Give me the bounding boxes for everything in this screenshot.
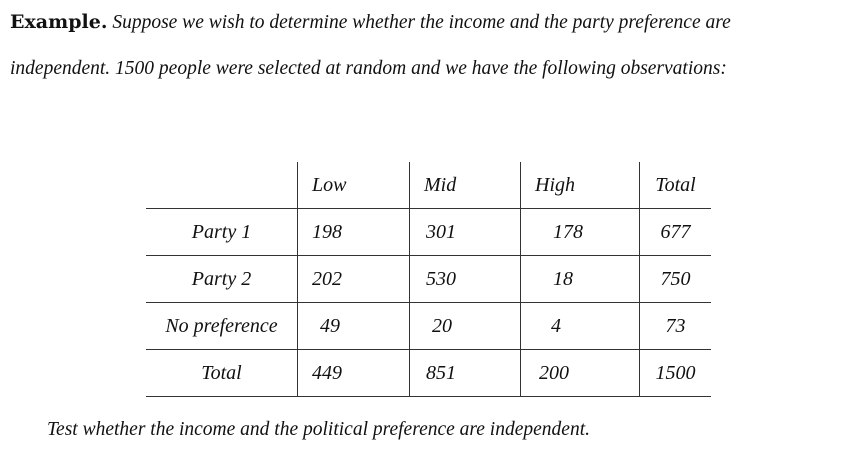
example-line-1: Example. Suppose we wish to determine wh… [10,10,731,35]
table-row: Total 449 851 200 1500 [146,349,711,397]
table-cell: 200 [520,349,640,397]
table-cell: 178 [520,208,640,256]
table-cell: 530 [409,255,521,303]
table-cell: 4 [520,302,640,350]
contingency-table: Low Mid High Total Party 1 198 301 178 6… [146,162,711,397]
row-label: No preference [146,302,298,350]
table-cell: 20 [409,302,521,350]
column-header-mid: Mid [409,162,521,209]
table-row: No preference 49 20 4 73 [146,302,711,350]
table-header-row: Low Mid High Total [146,162,711,209]
table-corner-cell [146,162,298,209]
row-label: Total [146,349,298,397]
row-label: Party 1 [146,208,298,256]
column-header-total: Total [639,162,711,209]
table-row: Party 1 198 301 178 677 [146,208,711,256]
table-cell: 202 [297,255,410,303]
table-row: Party 2 202 530 18 750 [146,255,711,303]
example-label: Example. [10,11,108,33]
row-label: Party 2 [146,255,298,303]
table-cell: 677 [639,208,711,256]
table-bottom-rule [146,396,711,397]
column-header-low: Low [297,162,410,209]
table-cell: 1500 [639,349,711,397]
table-cell: 198 [297,208,410,256]
table-cell: 73 [639,302,711,350]
table-cell: 750 [639,255,711,303]
table-cell: 49 [297,302,410,350]
question-text: Test whether the income and the politica… [47,419,590,440]
table-cell: 301 [409,208,521,256]
table-cell: 18 [520,255,640,303]
table-cell: 449 [297,349,410,397]
column-header-high: High [520,162,640,209]
example-text-line-1: Suppose we wish to determine whether the… [112,12,731,33]
table-cell: 851 [409,349,521,397]
example-text-line-2: independent. 1500 people were selected a… [10,58,727,79]
